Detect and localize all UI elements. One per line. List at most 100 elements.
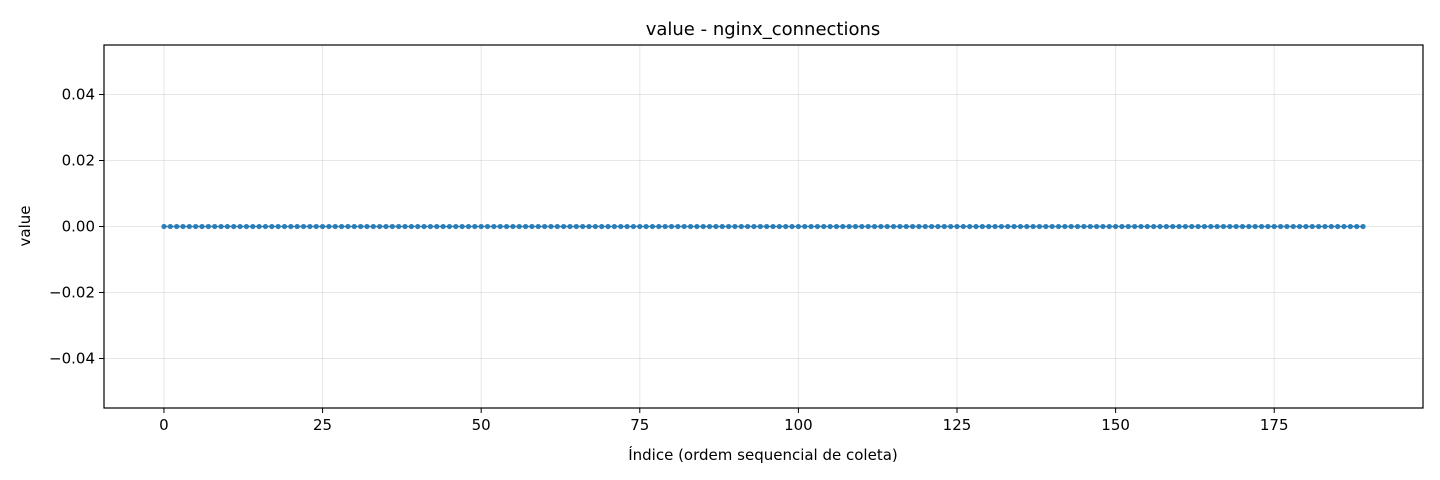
data-point xyxy=(1113,223,1119,230)
data-point xyxy=(548,223,554,230)
data-point xyxy=(529,223,535,230)
data-point xyxy=(1246,223,1252,230)
data-point xyxy=(973,223,979,230)
data-point xyxy=(351,223,357,230)
data-point xyxy=(1322,223,1328,230)
data-point xyxy=(370,223,376,230)
data-point xyxy=(960,223,966,230)
data-point xyxy=(738,223,744,230)
data-point xyxy=(1100,223,1106,230)
x-tick-label: 25 xyxy=(313,416,332,434)
y-tick-label: −0.04 xyxy=(49,350,95,368)
data-point xyxy=(453,223,459,230)
data-point xyxy=(897,223,903,230)
data-point xyxy=(1328,223,1334,230)
data-point xyxy=(624,223,630,230)
ticks-layer: 0 25 50 75 100 125 150 175 −0.04 −0.02 0.00 0.02 0.0… xyxy=(49,86,1289,435)
data-point xyxy=(732,223,738,230)
data-point xyxy=(440,223,446,230)
y-tick-label: 0.04 xyxy=(62,86,95,104)
data-point xyxy=(358,223,364,230)
data-point xyxy=(294,223,300,230)
x-tick-label: 125 xyxy=(943,416,972,434)
data-point xyxy=(751,223,757,230)
data-point xyxy=(326,223,332,230)
data-point xyxy=(599,223,605,230)
data-point xyxy=(472,223,478,230)
data-point xyxy=(1151,223,1157,230)
data-point xyxy=(459,223,465,230)
data-point xyxy=(890,223,897,230)
data-point xyxy=(180,223,186,230)
data-point xyxy=(1157,223,1163,230)
data-point xyxy=(808,223,814,230)
data-point xyxy=(802,223,808,230)
data-point xyxy=(396,223,402,230)
data-point xyxy=(586,223,592,230)
data-point xyxy=(1068,223,1074,230)
data-point xyxy=(1125,223,1131,230)
data-point xyxy=(681,223,687,230)
data-point xyxy=(193,223,199,230)
data-point xyxy=(1201,223,1208,230)
data-point xyxy=(1220,223,1227,230)
data-point xyxy=(1277,223,1284,230)
data-point xyxy=(313,223,319,230)
data-point xyxy=(1239,223,1246,230)
data-point xyxy=(643,223,649,230)
data-point xyxy=(1182,223,1188,230)
x-tick-label: 100 xyxy=(784,416,813,434)
data-point xyxy=(1360,223,1366,230)
data-point xyxy=(871,223,878,230)
data-point xyxy=(814,223,821,230)
data-point xyxy=(161,223,167,230)
data-point xyxy=(954,223,960,230)
data-point xyxy=(256,223,262,230)
data-point xyxy=(307,223,313,230)
data-point xyxy=(1354,223,1360,230)
data-point xyxy=(865,223,871,230)
data-point xyxy=(1265,223,1271,230)
data-point xyxy=(383,223,389,230)
data-point xyxy=(852,223,859,230)
data-point xyxy=(1316,223,1322,230)
x-axis-label: Índice (ordem sequencial de coleta) xyxy=(628,445,898,464)
data-point xyxy=(1189,223,1195,230)
data-point xyxy=(389,223,395,230)
data-point xyxy=(789,223,795,230)
data-point xyxy=(776,223,782,230)
data-point xyxy=(1036,223,1043,230)
data-point xyxy=(1030,223,1036,230)
data-point xyxy=(605,223,611,230)
data-point xyxy=(535,223,541,230)
data-point xyxy=(1347,223,1353,230)
data-point xyxy=(948,223,954,230)
x-tick-label: 75 xyxy=(630,416,649,434)
x-tick-label: 0 xyxy=(159,416,169,434)
data-point xyxy=(167,223,173,230)
chart-title: value - nginx_connections xyxy=(646,19,881,40)
data-point xyxy=(446,223,453,230)
data-point xyxy=(269,223,275,230)
data-point xyxy=(199,223,205,230)
data-point xyxy=(1214,223,1220,230)
data-point xyxy=(1271,223,1277,230)
y-tick-label: −0.02 xyxy=(49,284,95,302)
data-point xyxy=(1074,223,1081,230)
data-point xyxy=(345,223,351,230)
data-point xyxy=(1005,223,1011,230)
data-point xyxy=(668,223,675,230)
data-point xyxy=(1290,223,1296,230)
data-point xyxy=(941,223,947,230)
data-point xyxy=(1309,223,1315,230)
data-point xyxy=(484,223,491,230)
data-point xyxy=(935,223,941,230)
data-point xyxy=(827,223,833,230)
data-point xyxy=(833,223,840,230)
data-point xyxy=(364,223,370,230)
data-point xyxy=(205,223,211,230)
data-point xyxy=(319,223,326,230)
y-axis-label: value xyxy=(16,206,34,247)
data-point xyxy=(592,223,598,230)
data-point xyxy=(1163,223,1169,230)
